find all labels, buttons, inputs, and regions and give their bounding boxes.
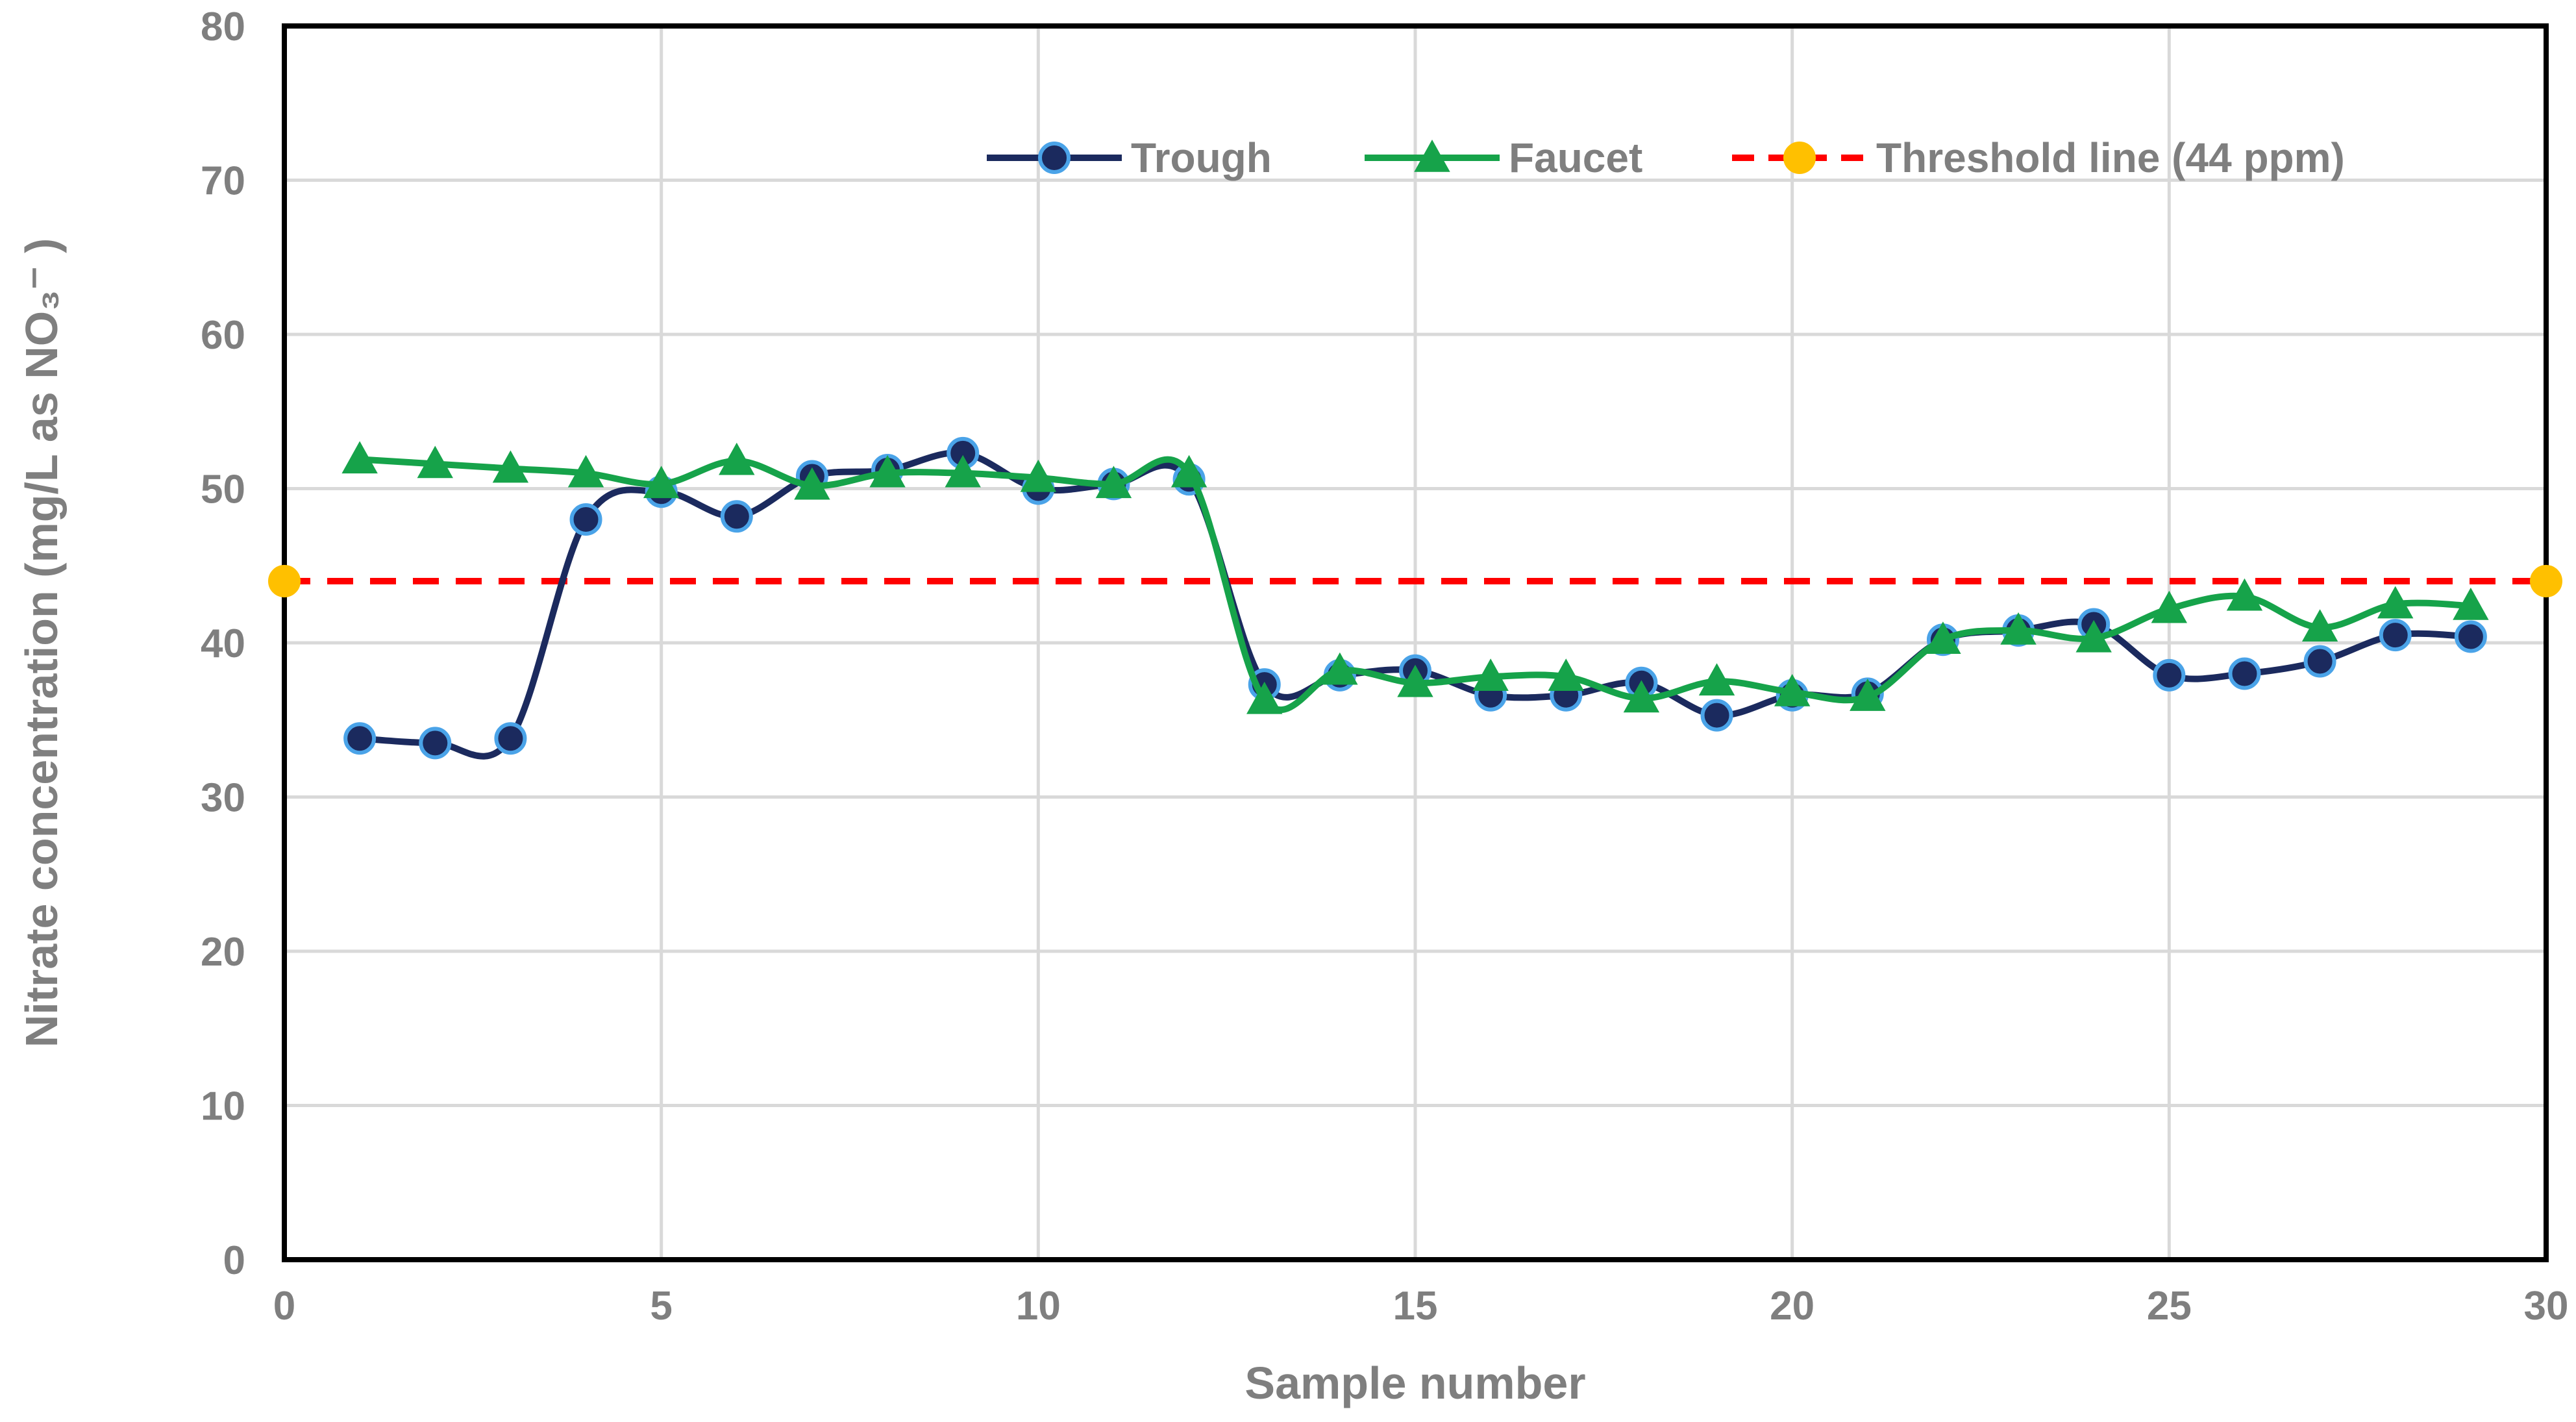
faucet-point [1246,681,1283,714]
gridlines [284,26,2546,1260]
faucet-point [719,442,755,475]
legend-swatch-marker [1038,142,1071,174]
y-axis-title: Nitrate concentration (mg/L as NO₃⁻ ) [16,238,67,1048]
faucet-point [1698,663,1735,696]
threshold-line-44-ppm-point [2530,565,2562,597]
faucet-point [1020,459,1057,492]
faucet-point [2301,609,2338,642]
faucet-point [1170,455,1208,488]
y-tick-label: 20 [201,930,245,975]
trough-point [2303,645,2336,678]
x-tick-label: 15 [1393,1284,1438,1328]
x-tick-label: 0 [273,1284,295,1328]
faucet-point [2226,578,2263,611]
faucet-point [2075,619,2112,653]
y-tick-label: 50 [201,468,245,512]
y-tick-label: 60 [201,313,245,358]
faucet-point [869,455,906,488]
faucet-point [1623,680,1660,713]
series-layer [268,436,2562,760]
trough-point [1700,699,1733,732]
x-tick-label: 5 [650,1284,672,1328]
faucet-point [1925,621,1961,655]
threshold-line-44-ppm-point [268,565,301,597]
trough-point [419,727,452,760]
trough-point [343,722,377,755]
faucet-point [1850,679,1886,711]
trough-point [2379,619,2412,652]
y-tick-label: 40 [201,621,245,666]
trough-point [720,500,753,533]
x-tick-label: 10 [1016,1284,1061,1328]
y-axis-ticks: 0 10 20 30 40 50 60 70 80 [201,5,245,1283]
y-tick-label: 70 [201,159,245,204]
faucet-point [643,466,680,499]
x-tick-label: 30 [2524,1284,2569,1328]
threshold-line-44-ppm-series [268,565,2562,597]
legend-label: Threshold line (44 ppm) [1876,134,2345,181]
trough-point [2454,620,2487,653]
faucet-point [417,445,453,479]
legend-swatch-marker [1783,142,1816,174]
faucet-point [2453,587,2489,620]
legend-item-faucet: Faucet [1365,134,1642,181]
faucet-series [341,441,2489,714]
y-tick-label: 80 [201,5,245,49]
faucet-point [1548,658,1584,692]
legend-label: Trough [1131,134,1272,181]
trough-point [494,722,527,755]
faucet-point [2377,586,2414,619]
legend-item-threshold-line-44-ppm: Threshold line (44 ppm) [1732,134,2345,181]
faucet-point [2000,612,2037,645]
trough-point [2153,658,2186,692]
trough-point [569,503,602,536]
plot-area-frame [282,23,2549,1262]
faucet-point [1397,664,1433,697]
faucet-point [1095,466,1132,499]
faucet-point [341,441,378,474]
y-tick-label: 10 [201,1084,245,1129]
faucet-point [2151,590,2188,623]
faucet-point [1774,673,1811,706]
trough-point [2228,657,2261,690]
faucet-point [1472,658,1509,692]
y-tick-label: 0 [223,1238,245,1283]
x-axis-ticks: 0 5 10 15 20 25 30 [273,1284,2569,1328]
faucet-point [794,467,830,500]
x-tick-label: 20 [1770,1284,1814,1328]
legend-item-trough: Trough [987,134,1272,181]
x-axis-title: Sample number [1245,1358,1585,1408]
faucet-point [492,450,529,483]
faucet-point [567,455,604,488]
legend: Trough Faucet Threshold line (44 ppm) [987,134,2345,181]
legend-label: Faucet [1509,134,1642,181]
x-tick-label: 25 [2147,1284,2192,1328]
y-tick-label: 30 [201,776,245,821]
faucet-point [1322,652,1358,685]
faucet-point [945,455,981,488]
legend-swatch-marker [1414,139,1450,172]
